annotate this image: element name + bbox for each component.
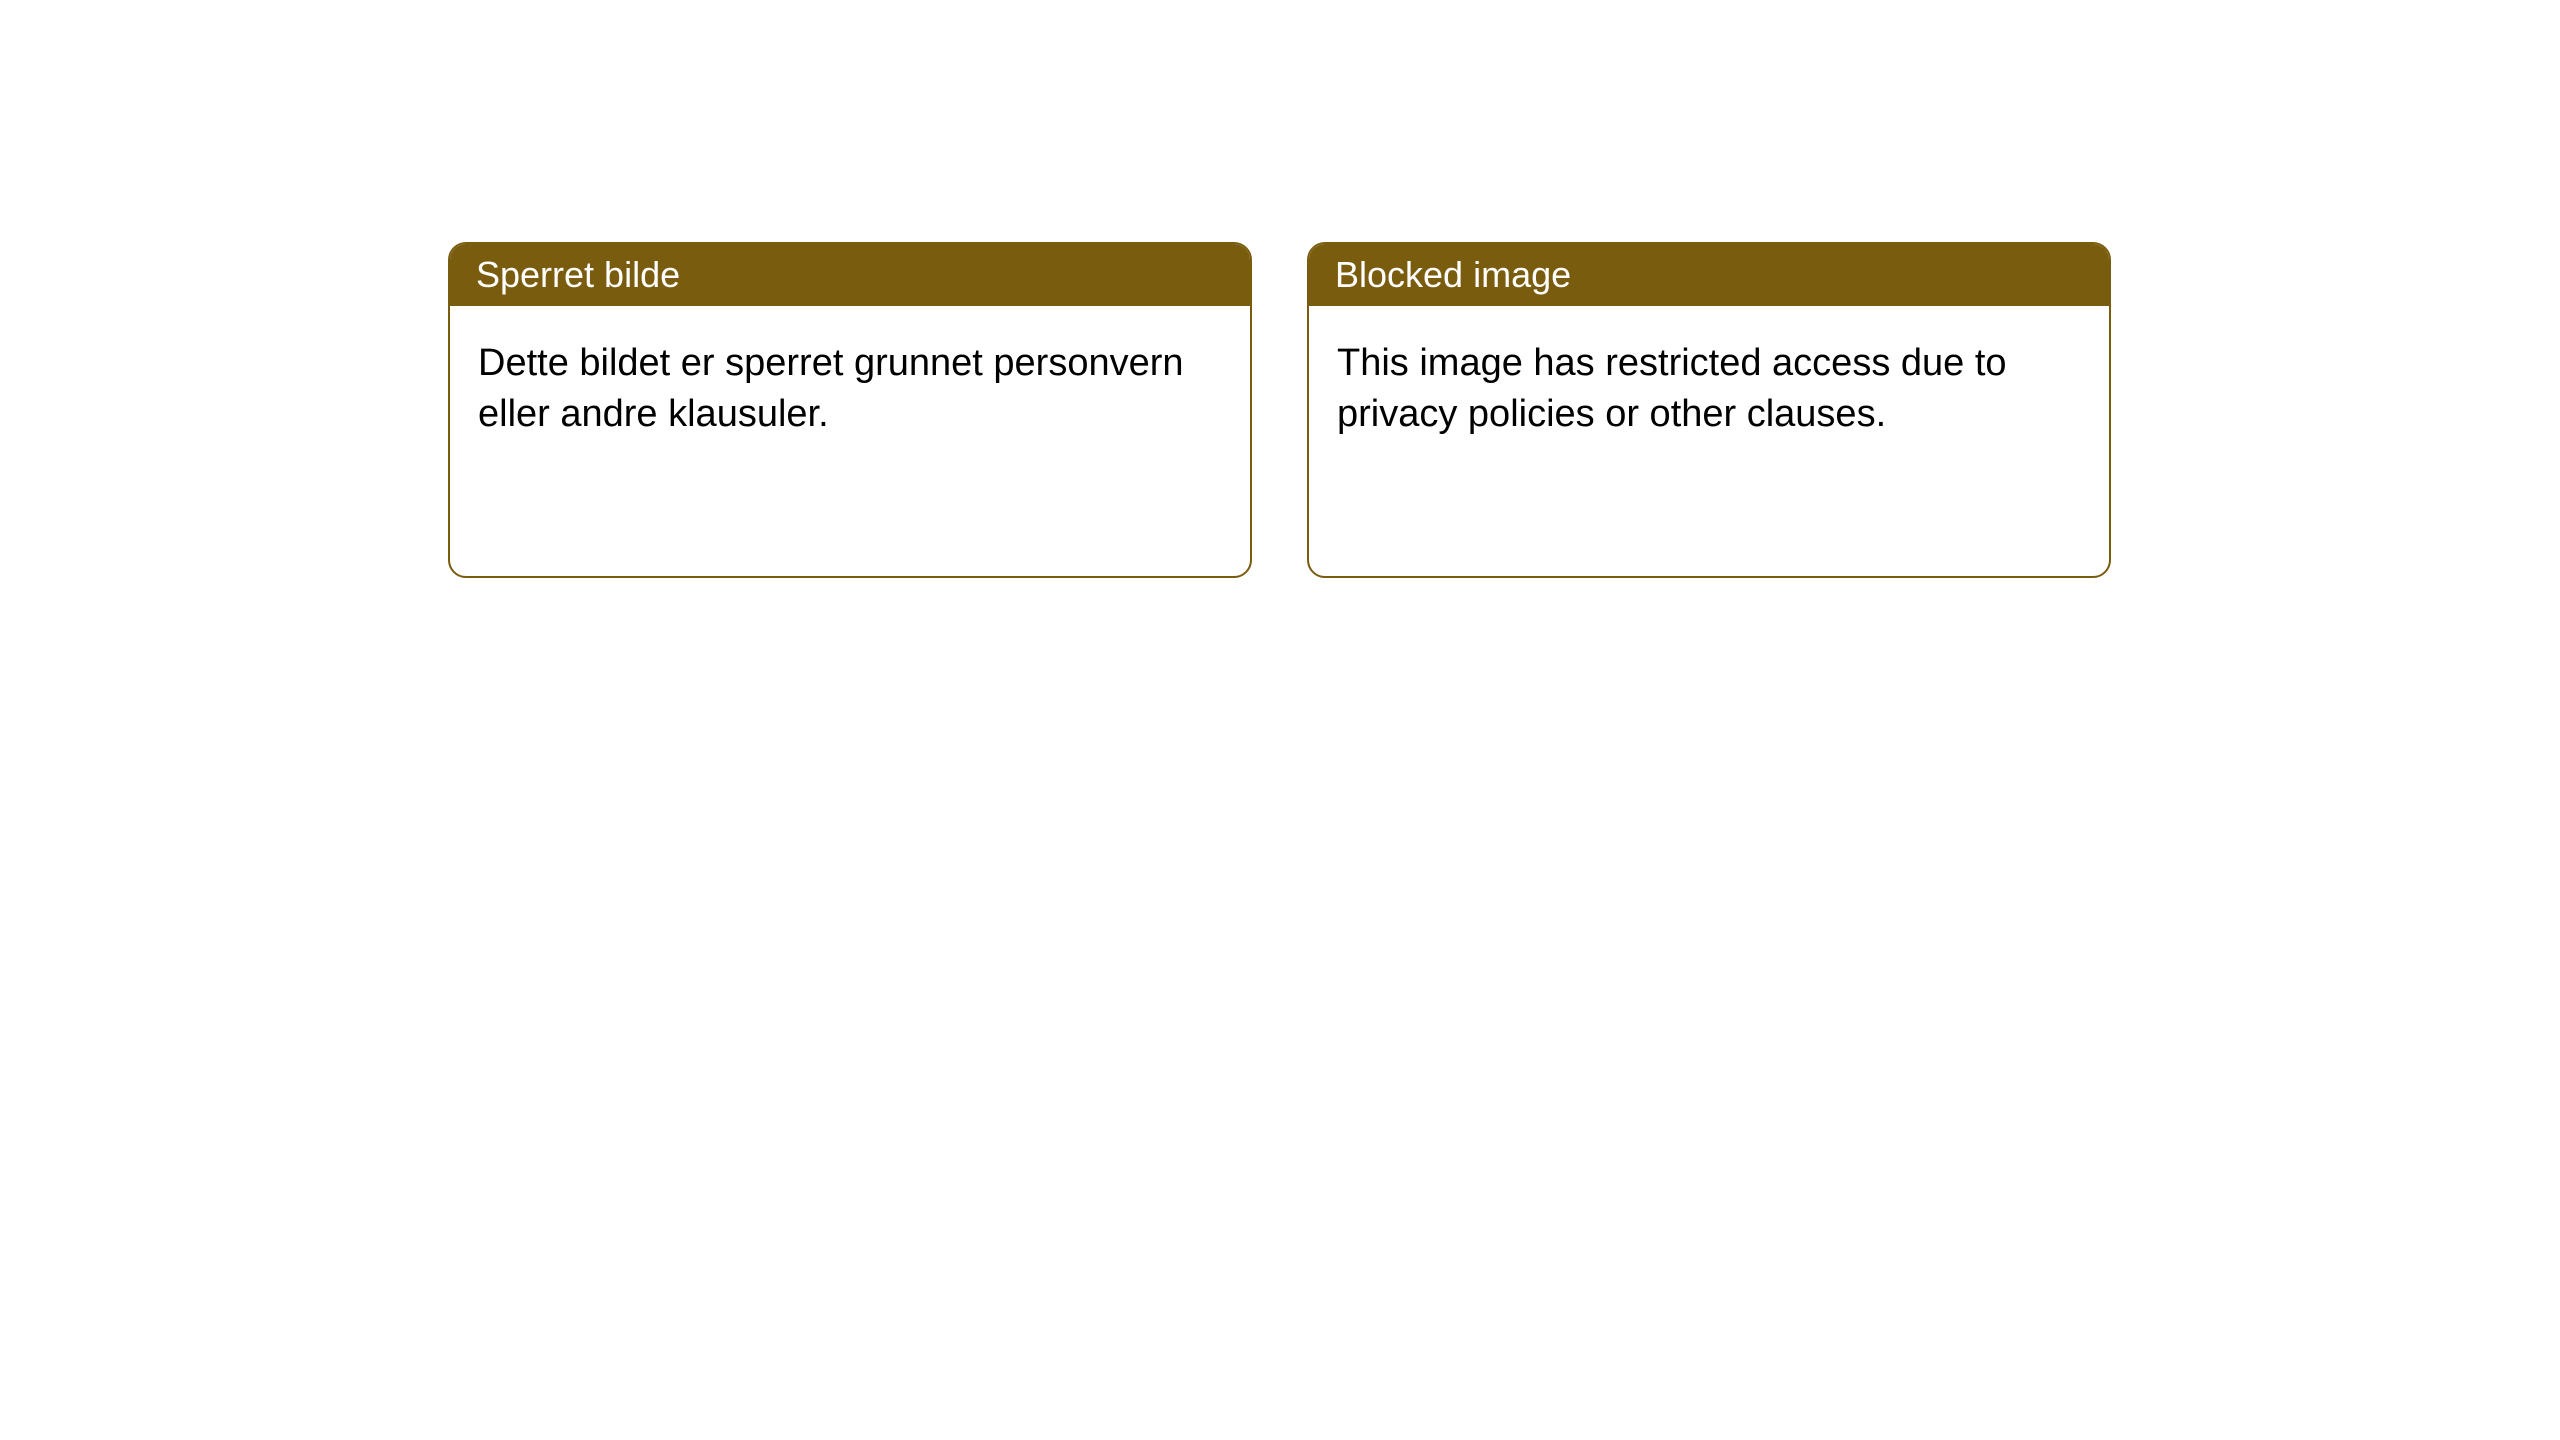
notice-title-english: Blocked image — [1309, 244, 2109, 306]
notice-title-norwegian: Sperret bilde — [450, 244, 1250, 306]
notice-card-english: Blocked image This image has restricted … — [1307, 242, 2111, 578]
notice-card-norwegian: Sperret bilde Dette bildet er sperret gr… — [448, 242, 1252, 578]
notice-container: Sperret bilde Dette bildet er sperret gr… — [0, 0, 2560, 578]
notice-body-norwegian: Dette bildet er sperret grunnet personve… — [450, 306, 1250, 576]
notice-body-english: This image has restricted access due to … — [1309, 306, 2109, 576]
